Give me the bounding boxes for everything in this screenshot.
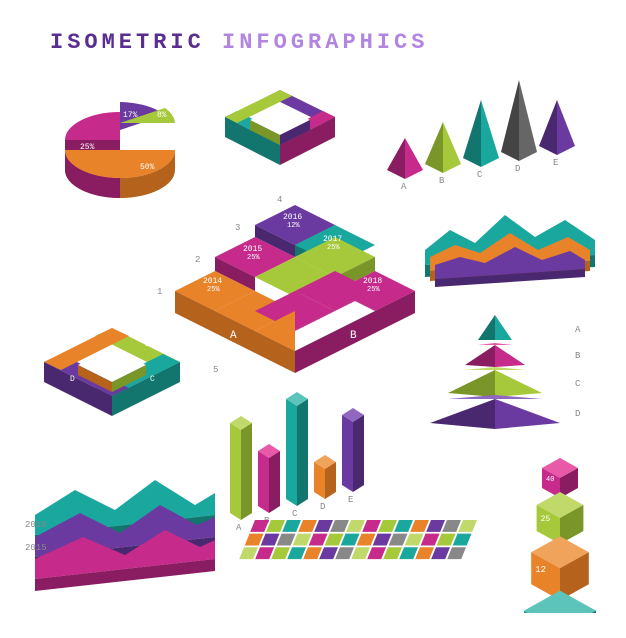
ring-D: D [70,375,75,384]
lp-B: B [575,351,580,361]
tp-ax2: 2 [195,255,200,265]
lp-A: A [575,325,580,335]
pie-label-17: 17% [123,111,137,120]
ra-2015: 2015 [25,543,47,553]
bar-label: E [348,495,353,505]
cube-label: 12 [535,565,546,575]
pie-chart-3d: 50% 25% 17% 8% [45,75,195,205]
iso-area-chart [420,195,605,290]
tp-25a: 25% [327,244,340,252]
swatch-grid [255,520,477,568]
cone-label: E [553,158,558,168]
layered-pyramid: A B C D [420,305,570,435]
tp-ax5: 5 [213,365,218,375]
tp-2015: 2015 [243,245,262,254]
tp-12: 12% [287,222,300,230]
tp-2017: 2017 [323,235,342,244]
cone-label: A [401,182,406,192]
cube-label: 40 [546,476,554,484]
timeline-pyramid: 2016 12% 2017 25% 2015 25% 2018 25% 2014… [165,195,425,375]
ring-C: C [150,375,155,384]
tp-2014: 2014 [203,277,222,286]
tp-ax1: 1 [157,287,162,297]
tp-ax4: 4 [277,195,282,205]
cone-label: B [439,176,444,186]
tp-25b: 25% [247,254,260,262]
cube-stack: 402512A [505,448,615,613]
cube-label: A [528,627,534,638]
swatch-cell [447,547,466,559]
cube-label: 25 [541,515,551,524]
square-ring: A B C D [35,320,190,435]
lp-D: D [575,409,580,419]
ribbon-area: 2016 2015 [25,465,225,595]
tp-25d: 25% [207,286,220,294]
lp-C: C [575,379,580,389]
tp-ax3: 3 [235,223,240,233]
tp-25c: 25% [367,286,380,294]
ring-B: B [145,340,150,349]
bar-label: C [292,509,297,519]
swatch-cell [458,520,477,532]
cone-label: D [515,164,520,174]
cones-row: A B C D E [385,70,605,190]
tp-B: B [350,330,357,342]
pie-label-25: 25% [80,143,94,152]
tp-2018: 2018 [363,277,382,286]
swatch-cell [453,534,472,546]
tp-2016: 2016 [283,213,302,222]
ra-2016: 2016 [25,520,47,530]
tp-A: A [230,330,237,342]
bar-chart-3d: ABCDE [218,378,388,533]
bar-label: D [320,502,325,512]
pie-label-8: 8% [157,111,167,120]
page-title: ISOMETRIC INFOGRAPHICS ISOMETRIC INFOGRA… [50,30,428,55]
cone-label: C [477,170,482,180]
ring-A: A [65,340,70,349]
pie-label-50: 50% [140,163,154,172]
open-box [215,85,345,180]
bar-label: A [236,523,241,533]
